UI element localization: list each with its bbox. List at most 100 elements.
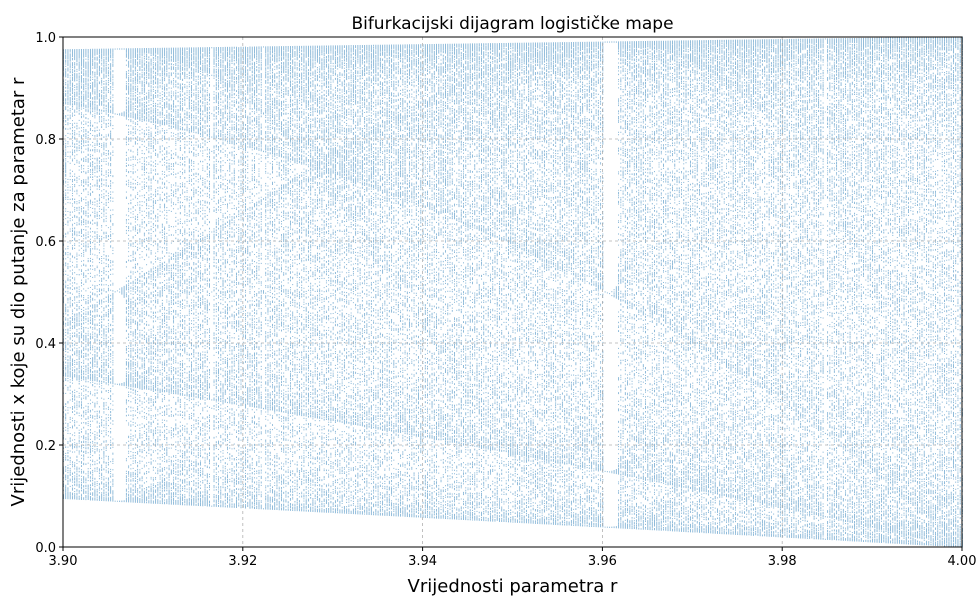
scatter-point-column — [249, 46, 251, 509]
scatter-point-column — [761, 39, 763, 537]
scatter-point-column — [721, 39, 723, 535]
scatter-point-column — [269, 46, 271, 510]
y-tick-label: 0.0 — [35, 541, 56, 556]
scatter-point-column — [667, 40, 669, 532]
scatter-point-column — [899, 37, 900, 544]
scatter-point-column — [743, 39, 745, 536]
scatter-point-column — [478, 43, 480, 521]
scatter-point-column — [548, 42, 550, 525]
x-tick-label: 3.90 — [49, 554, 78, 569]
scatter-point-column — [561, 42, 563, 526]
scatter-point-column — [647, 40, 649, 530]
x-tick-label: 3.94 — [408, 554, 437, 569]
scatter-point-column — [94, 48, 96, 501]
scatter-point-column — [860, 37, 862, 542]
scatter-point-column — [76, 49, 78, 500]
scatter-point-column — [717, 39, 718, 534]
scatter-point-column — [287, 46, 289, 511]
scatter-point-column — [908, 37, 909, 545]
scatter-point-column — [510, 42, 512, 523]
scatter-point-column — [281, 46, 282, 511]
scatter-point-column — [211, 47, 213, 507]
scatter-point-column — [330, 45, 332, 513]
scatter-point-column — [290, 45, 291, 511]
scatter-point-column — [69, 49, 71, 500]
scatter-point-column — [701, 40, 703, 533]
scatter-point-column — [341, 45, 343, 514]
scatter-point-column — [768, 39, 770, 537]
scatter-point-column — [267, 46, 269, 510]
scatter-point-column — [476, 43, 478, 521]
scatter-point-column — [624, 41, 626, 529]
scatter-point-column — [298, 45, 300, 512]
scatter-point-column — [874, 37, 876, 543]
scatter-point-column — [409, 44, 411, 518]
scatter-point-column — [236, 46, 237, 508]
scatter-point-column — [231, 46, 233, 508]
scatter-point-column — [631, 41, 633, 530]
scatter-point-column — [806, 38, 808, 539]
scatter-point-column — [175, 47, 177, 505]
scatter-point-column — [292, 45, 294, 511]
scatter-point-column — [474, 43, 476, 521]
scatter-point-column — [352, 45, 354, 515]
scatter-point-column — [339, 45, 341, 514]
scatter-point-column — [447, 43, 449, 520]
scatter-point-column — [377, 44, 379, 516]
scatter-point-column — [782, 39, 784, 538]
scatter-point-column — [215, 47, 217, 507]
scatter-point-column — [582, 41, 584, 527]
y-tick-label: 1.0 — [35, 31, 56, 46]
scatter-point-column — [638, 41, 640, 530]
scatter-point-column — [521, 42, 523, 524]
scatter-point-column — [645, 41, 646, 530]
scatter-point-column — [98, 48, 100, 501]
scatter-point-column — [836, 38, 838, 541]
scatter-point-column — [690, 40, 691, 533]
scatter-point-column — [307, 45, 309, 512]
scatter-point-column — [323, 45, 325, 513]
scatter-point-column — [85, 48, 87, 501]
scatter-point-column — [710, 40, 712, 534]
scatter-point-column — [669, 40, 671, 532]
scatter-point-column — [651, 40, 653, 531]
scatter-point-column — [74, 49, 76, 500]
scatter-point-column — [355, 45, 357, 515]
scatter-point-column — [629, 41, 631, 529]
scatter-point-column — [469, 43, 471, 521]
scatter-point-column — [350, 45, 352, 515]
scatter-point-column — [649, 40, 651, 531]
scatter-point-column — [890, 37, 891, 544]
scatter-point-column — [876, 37, 878, 543]
scatter-point-column — [227, 46, 228, 508]
scatter-point-column — [141, 48, 143, 504]
scatter-point-column — [917, 37, 918, 545]
scatter-point-column — [386, 44, 388, 516]
scatter-point-column — [294, 45, 296, 512]
scatter-point-column — [384, 44, 386, 516]
scatter-point-column — [588, 41, 590, 527]
scatter-point-column — [121, 48, 123, 503]
scatter-point-column — [209, 47, 210, 507]
scatter-point-column — [139, 48, 141, 503]
scatter-point-column — [719, 39, 721, 534]
scatter-point-column — [251, 46, 253, 509]
scatter-point-column — [460, 43, 462, 520]
scatter-point-column — [564, 42, 566, 526]
scatter-point-column — [388, 44, 390, 516]
scatter-point-column — [494, 43, 496, 522]
scatter-point-column — [523, 42, 525, 524]
scatter-point-column — [83, 48, 85, 500]
scatter-point-column — [602, 41, 604, 528]
scatter-point-column — [723, 39, 725, 535]
scatter-point-column — [784, 39, 786, 536]
scatter-point-column — [508, 42, 509, 523]
scatter-point-column — [609, 41, 611, 528]
scatter-point-column — [155, 47, 157, 504]
scatter-point-column — [681, 40, 682, 532]
scatter-point-column — [191, 47, 193, 506]
scatter-point-column — [658, 40, 660, 531]
scatter-point-column — [735, 39, 736, 535]
scatter-point-column — [200, 47, 201, 507]
